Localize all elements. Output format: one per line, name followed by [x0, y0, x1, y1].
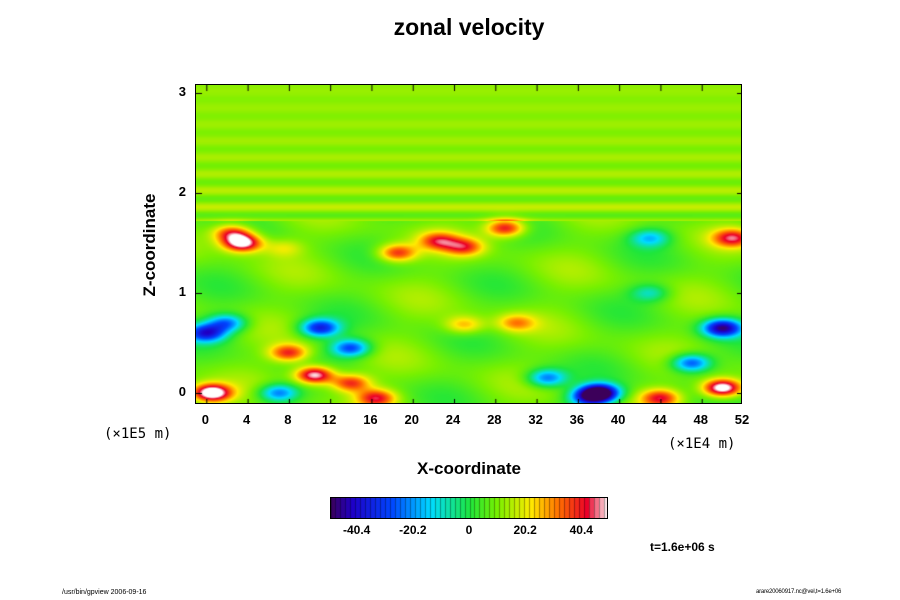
y-axis-label: Z-coordinate [140, 193, 159, 297]
x-tick-label: 8 [284, 412, 292, 427]
colorbar-tick-label: -40.4 [343, 523, 371, 537]
x-axis-label: X-coordinate [417, 459, 521, 478]
x-tick-label: 0 [201, 412, 209, 427]
y-tick-label: 3 [178, 84, 186, 99]
footer-command: /usr/bin/gpview 2006-09-16 [62, 589, 147, 596]
plot-area [195, 84, 742, 404]
x-tick-label: 4 [242, 412, 251, 427]
chart-title: zonal velocity [393, 14, 545, 40]
colorbar [330, 497, 608, 519]
x-tick-label: 36 [569, 412, 585, 427]
time-label: t=1.6e+06 s [650, 540, 715, 554]
x-axis-scale-factor: (×1E4 m) [668, 436, 736, 452]
y-axis-scale-factor: (×1E5 m) [104, 426, 172, 442]
x-tick-label: 20 [404, 412, 419, 427]
x-tick-label: 40 [610, 412, 626, 427]
colorbar-tick-label: 20.2 [513, 523, 537, 537]
x-tick-label: 44 [652, 412, 667, 427]
colorbar-gradient [331, 498, 607, 518]
x-tick-label: 32 [528, 412, 543, 427]
x-tick-label: 28 [487, 412, 502, 427]
x-tick-label: 12 [321, 412, 337, 427]
x-tick-label: 24 [445, 412, 461, 427]
colorbar-tick-label: 0 [465, 523, 473, 537]
x-tick-label: 16 [363, 412, 378, 427]
colorbar-tick-label: -20.2 [399, 523, 427, 537]
y-tick-label: 0 [178, 384, 186, 399]
y-tick-label: 2 [178, 184, 186, 199]
colorbar-tick-label: 40.4 [569, 523, 593, 537]
heatmap-field [196, 85, 741, 403]
x-tick-label: 52 [734, 412, 750, 427]
footer-source: arare20060917.nc@vel,t=1.6e+06 [756, 589, 842, 595]
x-tick-label: 48 [693, 412, 708, 427]
y-tick-label: 1 [178, 284, 186, 299]
